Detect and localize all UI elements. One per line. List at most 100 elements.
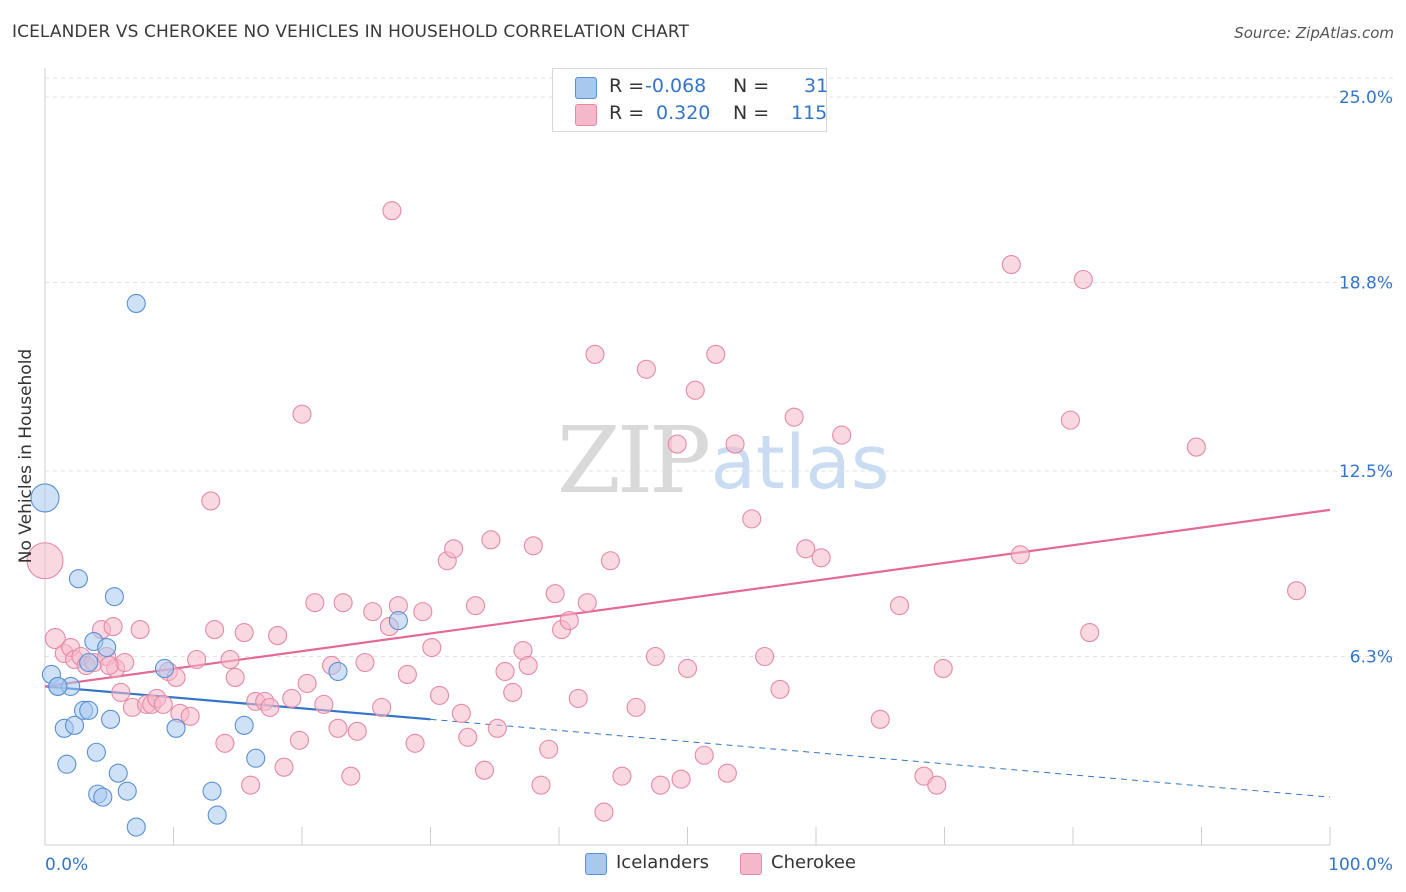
- point-cherokee: [187, 649, 207, 670]
- point-icelanders: [93, 787, 113, 807]
- point-cherokee: [289, 730, 309, 750]
- point-icelanders: [104, 587, 124, 607]
- legend-r-label: R =: [609, 102, 645, 124]
- point-cherokee: [115, 652, 135, 673]
- point-cherokee: [103, 617, 123, 637]
- point-icelanders: [100, 709, 121, 729]
- point-cherokee: [539, 739, 559, 759]
- point-cherokee: [577, 593, 597, 613]
- point-cherokee: [755, 646, 775, 667]
- legend-n-value: 115: [791, 102, 828, 124]
- watermark-zip: ZIP: [557, 407, 708, 514]
- legend-n-label: N =: [733, 102, 770, 124]
- tick-labels: 6.3% 12.5% 18.8% 25.0% 0.0% 100.0%: [45, 88, 1393, 875]
- point-cherokee: [274, 757, 294, 777]
- point-cherokee: [44, 628, 66, 650]
- point-cherokee: [429, 685, 450, 705]
- point-cherokee: [347, 721, 367, 741]
- point-cherokee: [355, 652, 375, 673]
- point-icelanders: [388, 611, 408, 631]
- point-cherokee: [260, 697, 280, 717]
- legend-r-value: 0.320: [656, 102, 711, 124]
- point-cherokee: [600, 551, 620, 571]
- point-cherokee: [636, 359, 656, 379]
- source-credit: Source: ZipAtlas.com: [1234, 24, 1394, 42]
- point-cherokee: [99, 655, 119, 676]
- point-cherokee: [933, 658, 953, 679]
- point-cherokee: [717, 763, 737, 783]
- point-cherokee: [26, 542, 64, 580]
- data-points: [26, 201, 1307, 837]
- point-icelanders: [30, 483, 60, 513]
- point-cherokee: [694, 745, 714, 765]
- y-axis-label: No Vehicles in Household: [16, 348, 36, 564]
- point-cherokee: [282, 688, 302, 708]
- point-cherokee: [363, 602, 383, 622]
- point-cherokee: [1010, 545, 1030, 565]
- point-cherokee: [292, 404, 312, 424]
- point-cherokee: [927, 775, 947, 795]
- legend-swatch-cherokee: [740, 853, 762, 875]
- point-cherokee: [677, 658, 698, 679]
- y-tick-label: 18.8%: [1339, 274, 1393, 294]
- point-cherokee: [545, 584, 565, 604]
- legend-n-label: N =: [733, 75, 770, 97]
- point-icelanders: [234, 715, 254, 735]
- point-cherokee: [487, 718, 507, 738]
- point-icelanders: [86, 742, 106, 762]
- point-cherokee: [568, 688, 588, 708]
- point-icelanders: [68, 569, 88, 589]
- point-cherokee: [645, 646, 665, 667]
- point-cherokee: [503, 682, 523, 702]
- point-cherokee: [594, 802, 614, 822]
- point-cherokee: [671, 769, 691, 789]
- point-cherokee: [215, 733, 235, 753]
- point-icelanders: [154, 658, 175, 679]
- point-icelanders: [108, 763, 128, 783]
- point-cherokee: [297, 673, 317, 693]
- point-cherokee: [314, 694, 334, 714]
- point-cherokee: [559, 611, 579, 631]
- point-cherokee: [220, 649, 240, 670]
- point-cherokee: [796, 539, 816, 559]
- point-cherokee: [372, 697, 392, 717]
- trend-line-icelanders: [44, 685, 431, 721]
- point-icelanders: [207, 805, 227, 825]
- legend-swatch-cherokee: [575, 104, 597, 126]
- x-tick-label-max: 100.0%: [1328, 855, 1393, 875]
- point-cherokee: [495, 661, 515, 682]
- point-cherokee: [742, 509, 762, 529]
- point-cherokee: [268, 626, 288, 646]
- point-icelanders: [246, 748, 266, 768]
- legend-swatch-icelanders: [575, 77, 597, 99]
- point-cherokee: [180, 706, 200, 726]
- point-cherokee: [234, 623, 254, 643]
- watermark: ZIP atlas: [557, 407, 890, 514]
- point-cherokee: [725, 434, 745, 454]
- point-cherokee: [111, 682, 131, 702]
- trend-line-cherokee: [44, 508, 1331, 688]
- point-cherokee: [201, 491, 221, 511]
- point-cherokee: [811, 548, 831, 568]
- point-cherokee: [706, 344, 726, 364]
- point-icelanders: [126, 293, 146, 313]
- axes: [44, 68, 1331, 846]
- point-cherokee: [518, 655, 538, 676]
- legend-label-cherokee: Cherokee: [771, 852, 856, 873]
- point-icelanders: [57, 754, 77, 774]
- point-cherokee: [685, 380, 705, 400]
- point-cherokee: [225, 667, 245, 687]
- point-cherokee: [405, 733, 425, 753]
- point-cherokee: [341, 766, 361, 786]
- chart-title: ICELANDER VS CHEROKEE NO VEHICLES IN HOU…: [12, 22, 690, 42]
- point-icelanders: [202, 781, 222, 801]
- y-tick-label: 6.3%: [1350, 648, 1393, 668]
- legend-r-label: R =: [609, 75, 645, 97]
- point-cherokee: [626, 697, 646, 717]
- point-cherokee: [465, 596, 486, 616]
- point-cherokee: [650, 775, 671, 795]
- legend-n-value: 31: [804, 75, 829, 97]
- point-cherokee: [1080, 623, 1100, 643]
- point-cherokee: [205, 620, 225, 640]
- trend-line-icelanders-extrapolated: [430, 718, 1331, 798]
